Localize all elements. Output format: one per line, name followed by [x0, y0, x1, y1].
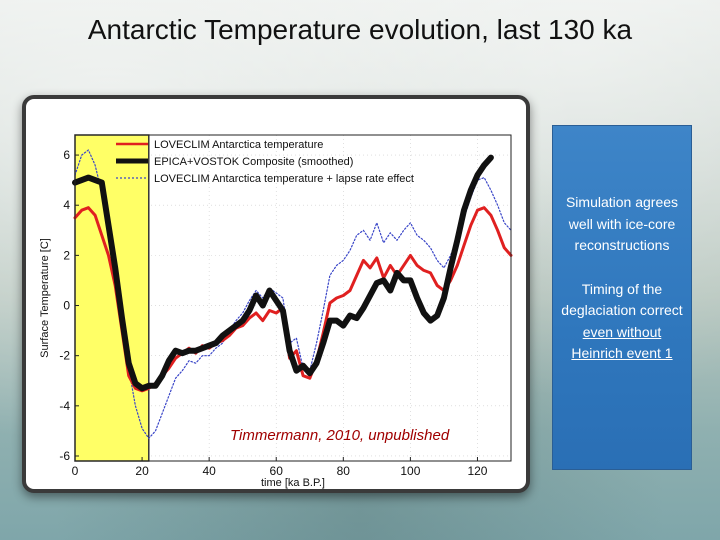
note-heinrich-link: even without Heinrich event 1	[571, 323, 673, 362]
y-tick-label: -4	[59, 399, 70, 413]
x-tick-label: 60	[270, 464, 284, 478]
y-axis-label: Surface Temperature [C]	[39, 238, 51, 358]
x-axis-label: time [ka B.P.]	[261, 477, 325, 489]
y-tick-label: 0	[63, 299, 70, 313]
y-tick-label: 2	[63, 248, 70, 262]
x-tick-label: 120	[467, 464, 487, 478]
x-tick-label: 40	[202, 464, 216, 478]
y-tick-label: -6	[59, 449, 70, 463]
notes-box: Simulation agrees well with ice-core rec…	[552, 125, 692, 470]
y-tick-label: -2	[59, 349, 70, 363]
x-tick-label: 100	[400, 464, 420, 478]
legend: LOVECLIM Antarctica temperature EPICA+VO…	[116, 139, 414, 185]
note-simulation: Simulation agrees well with ice-core rec…	[565, 194, 679, 253]
x-tick-label: 20	[135, 464, 149, 478]
y-tick-label: 4	[63, 198, 70, 212]
series-line-dotted-blue	[74, 149, 512, 439]
x-tick-label: 0	[72, 464, 79, 478]
slide-title: Antarctic Temperature evolution, last 13…	[87, 14, 633, 45]
note-deglaciation: Timing of the deglaciation correct even …	[559, 279, 685, 365]
axis-ticks: 0 20 40 60 80 100 120 -6 -4 -2 0 2 4 6	[59, 148, 487, 478]
plot-frame	[74, 134, 512, 462]
y-tick-label: 6	[63, 148, 70, 162]
temperature-chart: 0 20 40 60 80 100 120 -6 -4 -2 0 2 4 6 LOVECLIM Antar…	[39, 134, 513, 489]
note-deglaciation-text: Timing of the deglaciation correct	[561, 280, 683, 319]
legend-label-loveclim: LOVECLIM Antarctica temperature	[154, 139, 323, 151]
chart-annotation: Timmermann, 2010, unpublished	[230, 427, 450, 444]
legend-label-epica: EPICA+VOSTOK Composite (smoothed)	[154, 156, 353, 168]
series-layer	[72, 149, 513, 439]
legend-label-lapse: LOVECLIM Antarctica temperature + lapse …	[154, 173, 414, 185]
chart-panel: 0 20 40 60 80 100 120 -6 -4 -2 0 2 4 6 LOVECLIM Antar…	[22, 95, 530, 493]
series-line-thick-black	[72, 154, 494, 392]
x-tick-label: 80	[337, 464, 351, 478]
